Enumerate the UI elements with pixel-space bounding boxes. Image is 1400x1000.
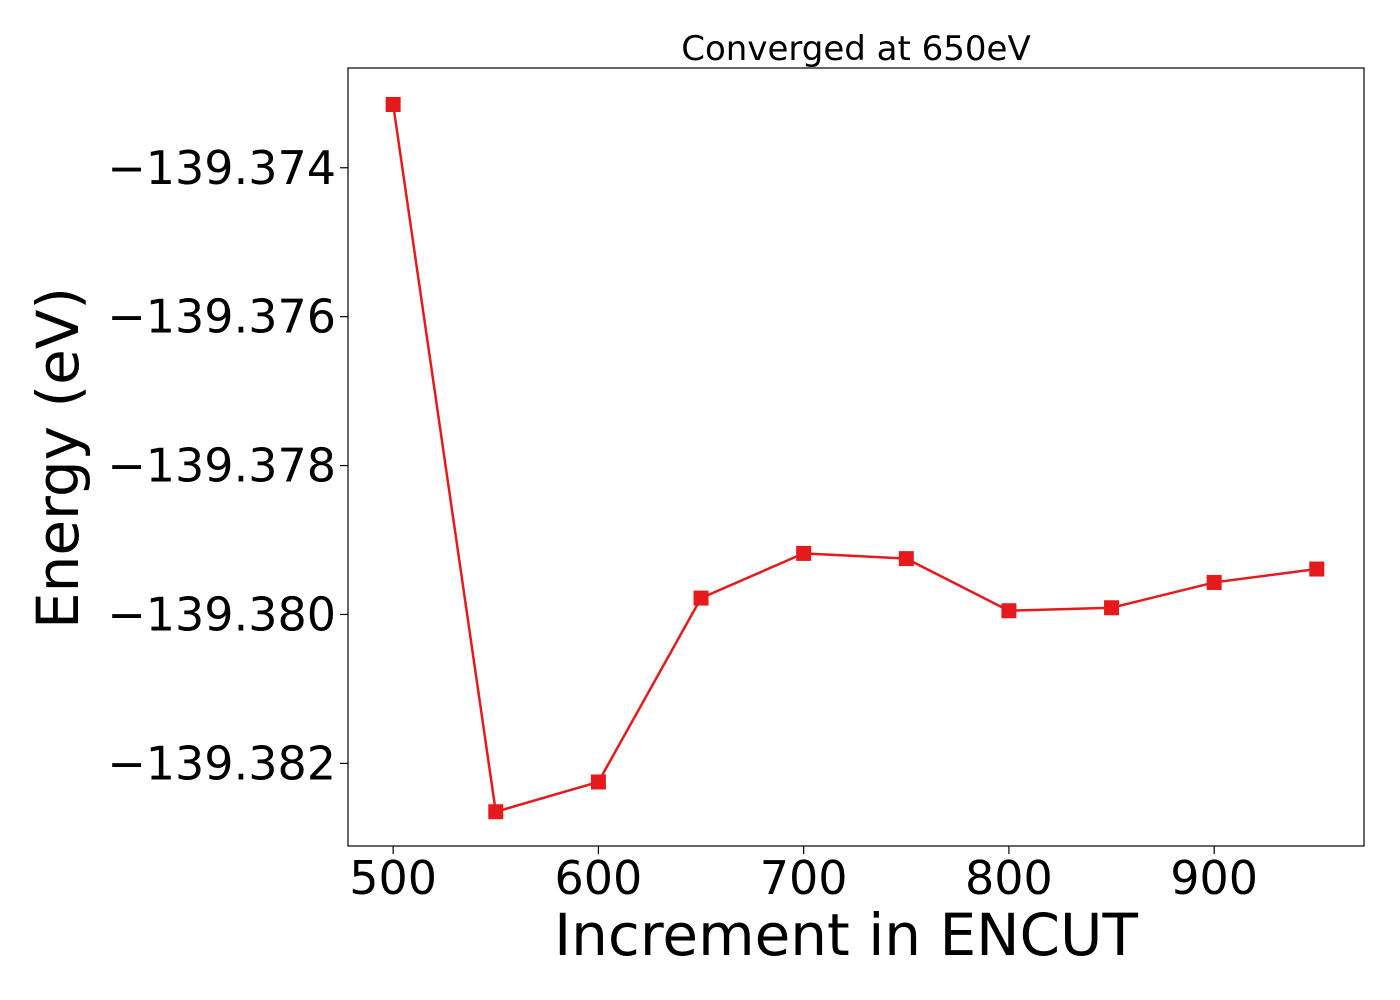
y-tick-label: −139.374 [107,141,336,195]
x-tick-label: 900 [1170,851,1258,905]
data-point-marker [1104,600,1120,616]
data-point-marker [693,590,709,606]
x-tick-label: 800 [965,851,1053,905]
data-point-marker [488,804,504,820]
data-point-marker [796,545,812,561]
y-tick-label: −139.376 [107,290,336,344]
data-point-marker [590,774,606,790]
y-tick-label: −139.382 [107,736,336,790]
data-point-marker [385,96,401,112]
series-line [391,104,1317,814]
chart-title: Converged at 650eV [681,29,1030,69]
x-axis-ticks: 500 600 700 800 900 [349,846,1258,905]
plot-area [347,67,1365,847]
y-axis-ticks: −139.374 −139.376 −139.378 −139.380 −139.382 [107,141,348,790]
data-point-marker [1309,561,1325,577]
data-point-marker [1001,603,1017,619]
y-tick-label: −139.380 [107,587,336,641]
y-tick-label: −139.378 [107,439,336,493]
x-axis-label: Increment in ENCUT [554,901,1138,969]
series-layer [385,96,1325,820]
x-tick-label: 700 [760,851,848,905]
x-tick-label: 600 [555,851,643,905]
x-tick-label: 500 [349,851,437,905]
data-point-marker [898,551,914,567]
data-point-marker [1206,574,1222,590]
y-axis-label: Energy (eV) [24,287,92,629]
